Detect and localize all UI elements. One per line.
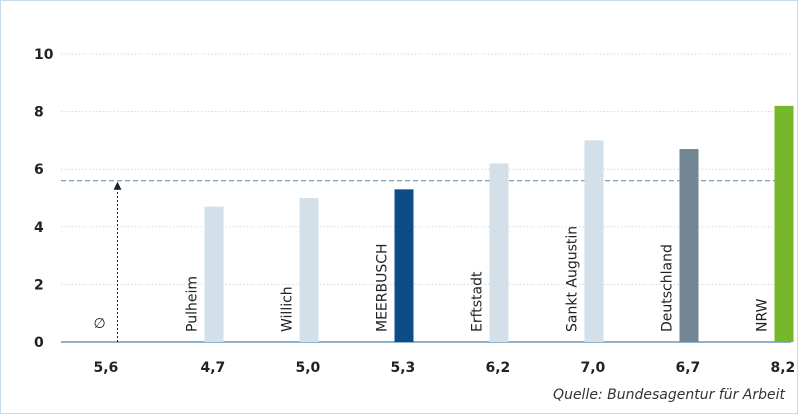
y-tick-label: 8 (34, 105, 44, 121)
bar-sankt-augustin (584, 140, 604, 342)
average-symbol: ∅ (94, 316, 106, 332)
average-arrow-head (113, 181, 122, 190)
category-label: Willich (280, 286, 296, 332)
category-label: Deutschland (660, 244, 676, 332)
value-label: 5,3 (391, 360, 416, 376)
average-value-label: 5,6 (94, 360, 119, 376)
y-tick-label: 2 (34, 277, 44, 293)
category-label: Sankt Augustin (565, 226, 581, 332)
category-label: Pulheim (185, 276, 201, 332)
bar-pulheim (204, 206, 224, 342)
source-note: Quelle: Bundesagentur für Arbeit (553, 387, 785, 403)
value-label: 7,0 (581, 360, 606, 376)
value-label: 8,2 (771, 360, 796, 376)
bar-deutschland (679, 149, 699, 342)
value-label: 6,2 (486, 360, 511, 376)
y-tick-label: 10 (34, 47, 54, 63)
bar-meerbusch (394, 189, 414, 342)
category-label: MEERBUSCH (375, 243, 391, 332)
value-label: 5,0 (296, 360, 321, 376)
category-label: NRW (755, 298, 771, 332)
value-label: 6,7 (676, 360, 701, 376)
bar-erftstadt (489, 163, 509, 342)
y-tick-label: 4 (34, 220, 44, 236)
y-tick-label: 0 (34, 335, 44, 351)
bar-willich (299, 198, 319, 342)
bar-nrw (774, 105, 794, 342)
value-label: 4,7 (201, 360, 226, 376)
y-tick-label: 6 (34, 162, 44, 178)
category-label: Erftstadt (470, 271, 486, 332)
